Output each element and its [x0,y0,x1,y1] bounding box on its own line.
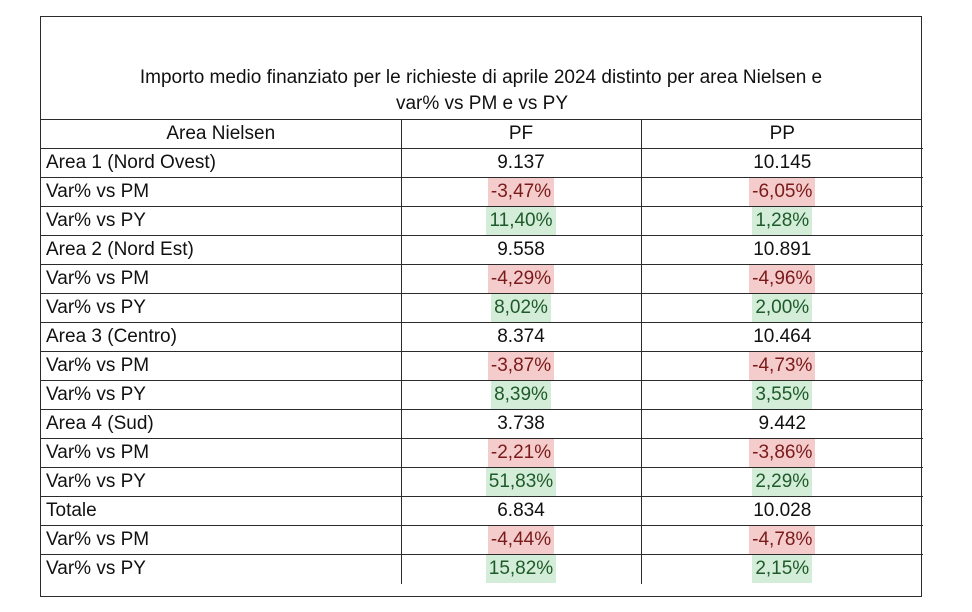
table-row: Area 3 (Centro) 8.374 10.464 [41,322,923,353]
row-label-cell[interactable]: Var% vs PM [41,177,402,208]
table-row: Var% vs PM -3,87% -4,73% [41,351,923,382]
row-label-cell[interactable]: Var% vs PY [41,293,402,324]
pp-variance-value: -4,78% [749,526,816,555]
pp-value: 10.028 [753,500,812,522]
pf-variance-value: -3,47% [487,178,555,207]
pf-cell[interactable]: -3,47% [401,177,642,208]
pf-cell[interactable]: 9.137 [401,148,642,179]
pp-cell[interactable]: 10.145 [641,148,923,179]
pf-value: 3.738 [497,413,545,435]
pf-variance-value: 8,39% [491,381,551,410]
pf-variance-value: 51,83% [485,468,557,497]
pp-cell[interactable]: 3,55% [641,380,923,411]
header-area-nielsen[interactable]: Area Nielsen [41,120,402,150]
row-label-cell[interactable]: Area 1 (Nord Ovest) [41,148,402,179]
table-row: Var% vs PM -2,21% -3,86% [41,438,923,469]
row-label-cell[interactable]: Var% vs PY [41,554,402,584]
table-row: Var% vs PY 51,83% 2,29% [41,467,923,498]
pp-value: 10.464 [753,326,812,348]
pp-cell[interactable]: -4,96% [641,264,923,295]
row-label-cell[interactable]: Var% vs PM [41,438,402,469]
pf-cell[interactable]: -4,29% [401,264,642,295]
pf-variance-value: 11,40% [486,207,556,236]
table-row: Area 2 (Nord Est) 9.558 10.891 [41,235,923,266]
pp-cell[interactable]: 10.028 [641,496,923,527]
pp-cell[interactable]: 2,29% [641,467,923,498]
pp-cell[interactable]: -6,05% [641,177,923,208]
table-row: Area 4 (Sud) 3.738 9.442 [41,409,923,440]
pf-value: 6.834 [497,500,545,522]
pp-cell[interactable]: -3,86% [641,438,923,469]
header-pp[interactable]: PP [641,120,923,150]
pp-cell[interactable]: 10.464 [641,322,923,353]
pf-variance-value: -2,21% [487,439,555,468]
pf-variance-value: -3,87% [487,352,555,381]
row-label-cell[interactable]: Var% vs PY [41,467,402,498]
pp-cell[interactable]: 2,15% [641,555,923,584]
pf-variance-value: 8,02% [491,294,551,323]
row-label-cell[interactable]: Var% vs PM [41,264,402,295]
header-pf[interactable]: PF [401,120,642,150]
pp-variance-value: 1,28% [752,207,813,236]
table-row: Var% vs PM -3,47% -6,05% [41,177,923,208]
title-line-2: var% vs PM e vs PY [395,93,569,114]
table-row: Var% vs PY 8,39% 3,55% [41,380,923,411]
table-row: Area 1 (Nord Ovest) 9.137 10.145 [41,148,923,179]
row-label-cell[interactable]: Area 3 (Centro) [41,322,402,353]
pf-cell[interactable]: 8.374 [401,322,642,353]
pp-variance-value: 2,29% [752,468,813,497]
pp-variance-value: -6,05% [749,178,816,207]
pp-cell[interactable]: 9.442 [641,409,923,440]
pf-value: 8.374 [497,326,545,348]
pf-cell[interactable]: 9.558 [401,235,642,266]
pp-variance-value: -4,96% [749,265,816,294]
pf-value: 9.558 [497,239,545,261]
pf-value: 9.137 [497,152,545,174]
pp-cell[interactable]: 1,28% [641,206,923,237]
pf-cell[interactable]: -3,87% [401,351,642,382]
pf-cell[interactable]: 15,82% [401,554,642,584]
pp-variance-value: -4,73% [749,352,816,381]
pf-variance-value: -4,29% [487,265,555,294]
row-label-cell[interactable]: Var% vs PY [41,380,402,411]
pp-variance-value: -3,86% [749,439,816,468]
pf-cell[interactable]: -4,44% [401,525,642,556]
pp-value: 9.442 [758,413,807,435]
table-row: Var% vs PY 8,02% 2,00% [41,293,923,324]
pf-cell[interactable]: 11,40% [401,206,642,237]
pf-cell[interactable]: 8,02% [401,293,642,324]
pf-cell[interactable]: -2,21% [401,438,642,469]
row-label-cell[interactable]: Totale [41,496,402,527]
pf-cell[interactable]: 8,39% [401,380,642,411]
table-row: Var% vs PY 11,40% 1,28% [41,206,923,237]
header-row: Area Nielsen PF PP [41,120,923,150]
data-grid: Area Nielsen PF PP Area 1 (Nord Ovest) 9.… [41,120,923,584]
table-row: Var% vs PM -4,29% -4,96% [41,264,923,295]
pp-value: 10.145 [753,152,812,174]
table-row: Var% vs PY 15,82% 2,15% [41,554,923,584]
pp-cell[interactable]: 2,00% [641,293,923,324]
row-label-cell[interactable]: Var% vs PY [41,206,402,237]
pp-variance-value: 2,00% [752,294,813,323]
row-label-cell[interactable]: Var% vs PM [41,525,402,556]
row-label-cell[interactable]: Area 4 (Sud) [41,409,402,440]
pp-variance-value: 3,55% [752,381,813,410]
title-line-1: Importo medio finanziato per le richiest… [139,67,823,88]
pf-variance-value: 15,82% [485,555,557,584]
pf-cell[interactable]: 6.834 [401,496,642,527]
table-row: Var% vs PM -4,44% -4,78% [41,525,923,556]
row-label-cell[interactable]: Area 2 (Nord Est) [41,235,402,266]
pp-value: 10.891 [753,239,812,261]
pf-cell[interactable]: 51,83% [401,467,642,498]
pp-cell[interactable]: 10.891 [641,235,923,266]
pp-cell[interactable]: -4,73% [641,351,923,382]
table-title: Importo medio finanziato per le richiest… [41,17,921,120]
spreadsheet-table: Importo medio finanziato per le richiest… [40,16,923,597]
row-label-cell[interactable]: Var% vs PM [41,351,402,382]
pp-variance-value: 2,15% [752,555,813,584]
pp-cell[interactable]: -4,78% [641,525,923,556]
pf-cell[interactable]: 3.738 [401,409,642,440]
table-row: Totale 6.834 10.028 [41,496,923,527]
pf-variance-value: -4,44% [487,526,555,555]
